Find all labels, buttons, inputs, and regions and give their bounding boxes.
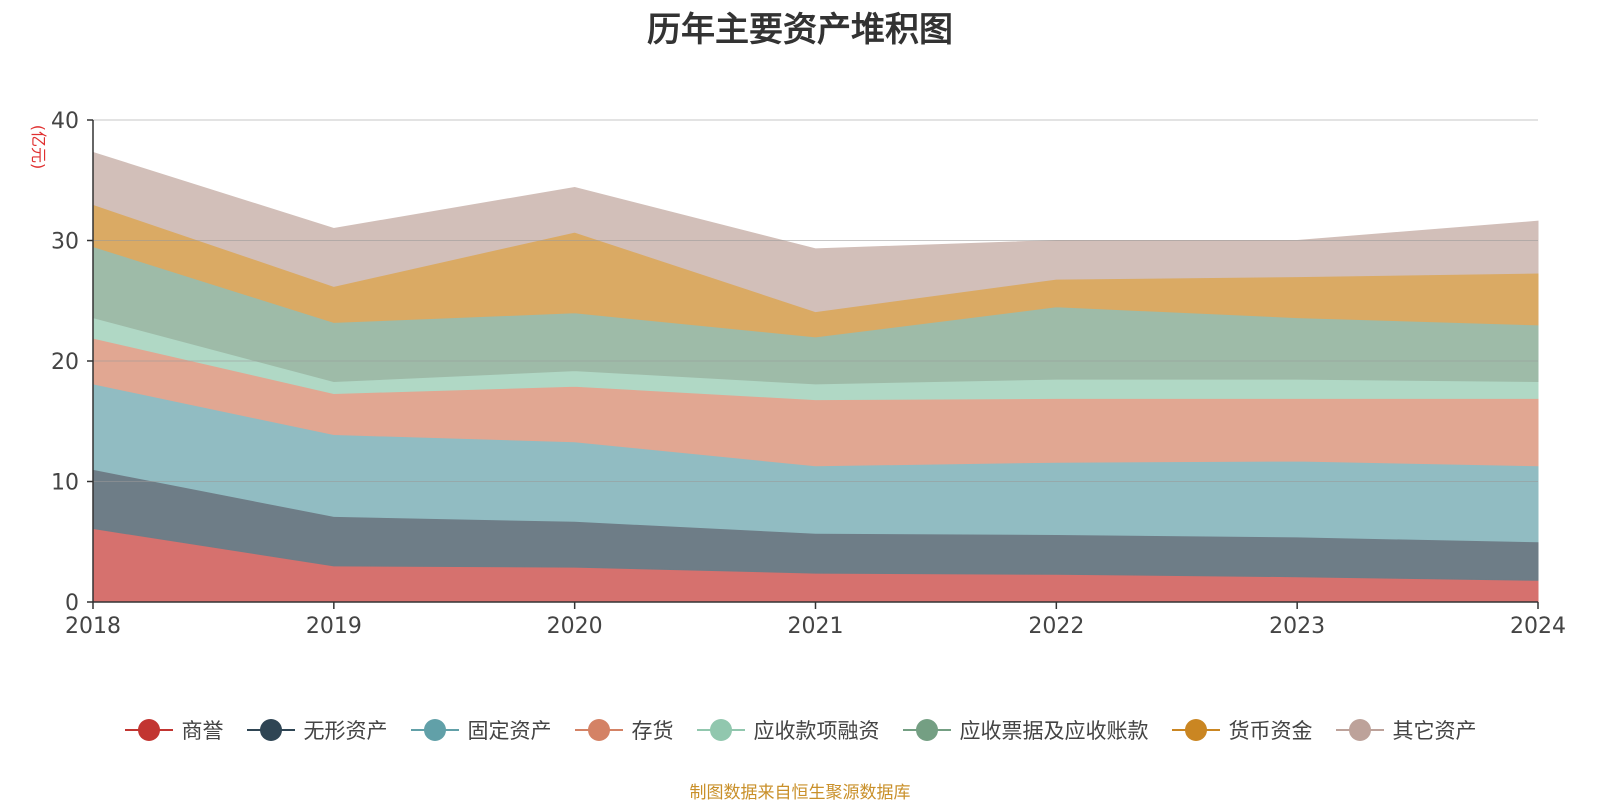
legend-marker-icon <box>124 719 173 741</box>
x-tick-label: 2021 <box>788 614 844 639</box>
legend-marker-icon <box>1171 719 1220 741</box>
area-series-8[interactable] <box>92 151 1539 313</box>
y-tick-label: 0 <box>65 591 79 616</box>
legend-label: 商誉 <box>181 719 224 743</box>
legend-marker-icon <box>1335 719 1384 741</box>
y-tick-label: 40 <box>51 109 79 134</box>
legend-marker-icon <box>410 719 459 741</box>
legend-label: 固定资产 <box>467 719 552 743</box>
legend-item-1[interactable]: 商誉 <box>124 715 224 745</box>
legend-item-6[interactable]: 应收票据及应收账款 <box>902 715 1149 745</box>
legend-label: 其它资产 <box>1392 719 1477 743</box>
chart-legend: 商誉 无形资产 固定资产 存货 应收款项融资 应收票据及应收账款 货币资金 其它资产 <box>0 712 1600 748</box>
x-tick-label: 2023 <box>1269 614 1325 639</box>
legend-label: 应收票据及应收账款 <box>959 719 1149 743</box>
x-tick-label: 2022 <box>1028 614 1084 639</box>
legend-marker-icon <box>574 719 623 741</box>
x-tick-label: 2019 <box>306 614 362 639</box>
legend-item-2[interactable]: 无形资产 <box>246 715 388 745</box>
legend-item-4[interactable]: 存货 <box>574 715 674 745</box>
legend-label: 应收款项融资 <box>753 719 880 743</box>
x-tick-label: 2020 <box>547 614 603 639</box>
x-tick-label: 2018 <box>65 614 121 639</box>
chart-title: 历年主要资产堆积图 <box>647 10 953 50</box>
legend-marker-icon <box>246 719 295 741</box>
legend-label: 货币资金 <box>1228 719 1313 743</box>
legend-label: 存货 <box>631 719 674 743</box>
y-axis-unit-label: (亿元) <box>29 125 48 170</box>
x-tick-label: 2024 <box>1510 614 1566 639</box>
y-tick-label: 30 <box>51 230 79 255</box>
data-source-note: 制图数据来自恒生聚源数据库 <box>689 783 911 803</box>
legend-item-7[interactable]: 货币资金 <box>1171 715 1313 745</box>
legend-marker-icon <box>902 719 951 741</box>
legend-item-3[interactable]: 固定资产 <box>410 715 552 745</box>
y-tick-label: 10 <box>51 471 79 496</box>
legend-item-8[interactable]: 其它资产 <box>1335 715 1477 745</box>
legend-marker-icon <box>696 719 745 741</box>
legend-label: 无形资产 <box>303 719 388 743</box>
legend-item-5[interactable]: 应收款项融资 <box>696 715 880 745</box>
y-tick-label: 20 <box>51 350 79 375</box>
chart-plot: 0 10 20 30 40 2018 2019 2020 2021 2022 2023 2024 (亿… <box>29 109 1566 639</box>
